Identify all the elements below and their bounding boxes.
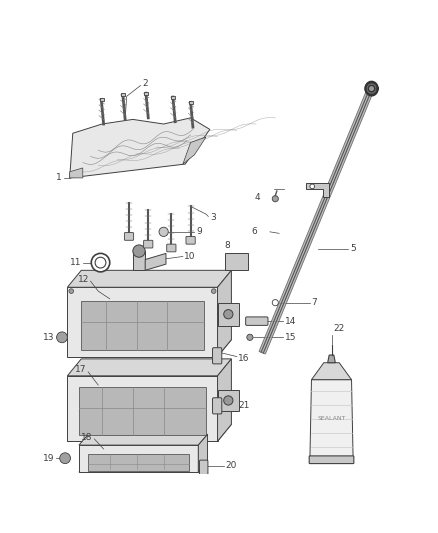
Polygon shape: [328, 355, 336, 363]
Text: 17: 17: [75, 365, 87, 374]
FancyBboxPatch shape: [309, 456, 354, 464]
FancyBboxPatch shape: [167, 244, 176, 252]
Text: 5: 5: [350, 244, 356, 253]
Text: 7: 7: [311, 298, 317, 307]
Text: 22: 22: [333, 325, 344, 334]
Polygon shape: [67, 359, 231, 376]
Circle shape: [247, 334, 253, 341]
FancyBboxPatch shape: [186, 237, 195, 244]
Circle shape: [272, 300, 279, 306]
Polygon shape: [70, 118, 210, 178]
Circle shape: [95, 257, 106, 268]
Circle shape: [60, 453, 71, 464]
Polygon shape: [67, 340, 231, 357]
Circle shape: [224, 310, 233, 319]
Polygon shape: [218, 270, 231, 357]
FancyBboxPatch shape: [121, 93, 125, 96]
Text: 10: 10: [184, 252, 196, 261]
Circle shape: [69, 289, 74, 294]
Polygon shape: [311, 363, 352, 379]
FancyBboxPatch shape: [144, 240, 153, 248]
Text: 4: 4: [255, 192, 261, 201]
Polygon shape: [79, 445, 198, 472]
Text: 6: 6: [252, 227, 258, 236]
FancyBboxPatch shape: [124, 232, 134, 240]
Text: 8: 8: [224, 241, 230, 251]
Text: 21: 21: [238, 401, 250, 410]
Text: 18: 18: [81, 433, 93, 442]
Circle shape: [224, 396, 233, 405]
FancyBboxPatch shape: [246, 317, 268, 325]
Polygon shape: [145, 253, 166, 270]
FancyBboxPatch shape: [218, 303, 239, 326]
Text: 9: 9: [196, 227, 202, 236]
Circle shape: [365, 83, 378, 95]
Text: 13: 13: [43, 333, 54, 342]
FancyBboxPatch shape: [88, 454, 189, 471]
FancyBboxPatch shape: [171, 95, 175, 99]
Polygon shape: [198, 434, 208, 472]
Text: 3: 3: [210, 213, 215, 222]
Polygon shape: [133, 251, 145, 270]
Polygon shape: [67, 376, 218, 441]
Polygon shape: [183, 137, 206, 164]
Polygon shape: [310, 379, 353, 457]
FancyBboxPatch shape: [145, 92, 148, 95]
Circle shape: [368, 85, 374, 92]
Polygon shape: [67, 270, 231, 287]
Text: 2: 2: [142, 79, 148, 88]
Text: SEALANT: SEALANT: [317, 416, 346, 421]
Polygon shape: [79, 387, 206, 435]
FancyBboxPatch shape: [225, 253, 248, 270]
Circle shape: [272, 196, 279, 202]
Polygon shape: [70, 168, 83, 178]
FancyBboxPatch shape: [212, 398, 222, 414]
FancyBboxPatch shape: [218, 390, 239, 411]
Polygon shape: [218, 359, 231, 441]
Circle shape: [159, 227, 168, 237]
Circle shape: [212, 289, 216, 294]
Polygon shape: [79, 461, 208, 472]
Circle shape: [91, 253, 110, 272]
Text: 12: 12: [78, 275, 89, 284]
Polygon shape: [67, 424, 231, 441]
Polygon shape: [306, 183, 329, 197]
Text: 11: 11: [70, 258, 81, 267]
Text: 19: 19: [43, 454, 54, 463]
Text: 15: 15: [285, 333, 296, 342]
Polygon shape: [67, 287, 218, 357]
FancyBboxPatch shape: [100, 98, 103, 101]
Text: 14: 14: [285, 317, 296, 326]
Circle shape: [57, 332, 67, 343]
Circle shape: [310, 184, 314, 189]
FancyBboxPatch shape: [189, 101, 193, 104]
Polygon shape: [259, 90, 373, 354]
Text: 1: 1: [56, 173, 62, 182]
Text: 20: 20: [225, 462, 237, 471]
Polygon shape: [81, 301, 204, 350]
FancyBboxPatch shape: [199, 460, 208, 475]
Text: 16: 16: [238, 353, 250, 362]
FancyBboxPatch shape: [212, 348, 222, 364]
Circle shape: [133, 245, 145, 257]
Polygon shape: [79, 434, 208, 445]
